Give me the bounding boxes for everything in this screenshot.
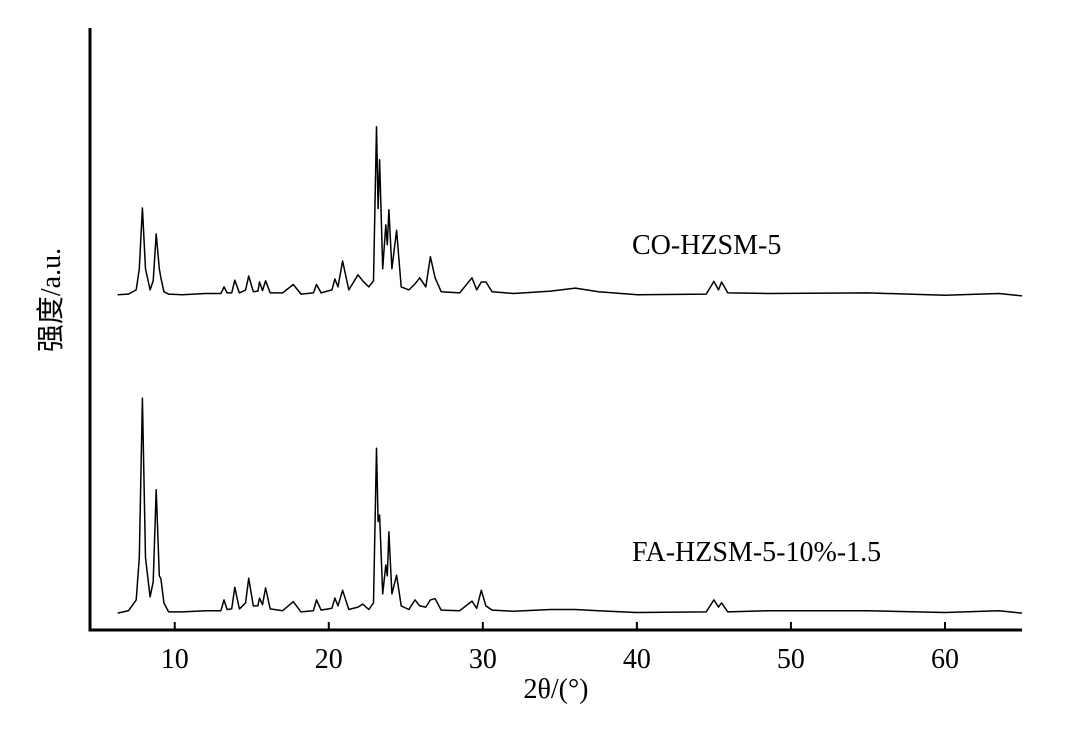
series-line (117, 125, 1023, 297)
y-axis-label: 强度/a.u. (35, 248, 67, 352)
x-tick-label: 10 (161, 644, 189, 675)
x-tick-label: 50 (777, 644, 805, 675)
x-tick-label: 20 (315, 644, 343, 675)
x-axis-label: 2θ/(°) (523, 674, 588, 705)
x-tick-label: 30 (469, 644, 497, 675)
series-label: CO-HZSM-5 (632, 230, 781, 261)
series-label: FA-HZSM-5-10%-1.5 (632, 537, 881, 568)
x-tick-label: 60 (931, 644, 959, 675)
x-tick-label: 40 (623, 644, 651, 675)
series-line (117, 397, 1023, 614)
